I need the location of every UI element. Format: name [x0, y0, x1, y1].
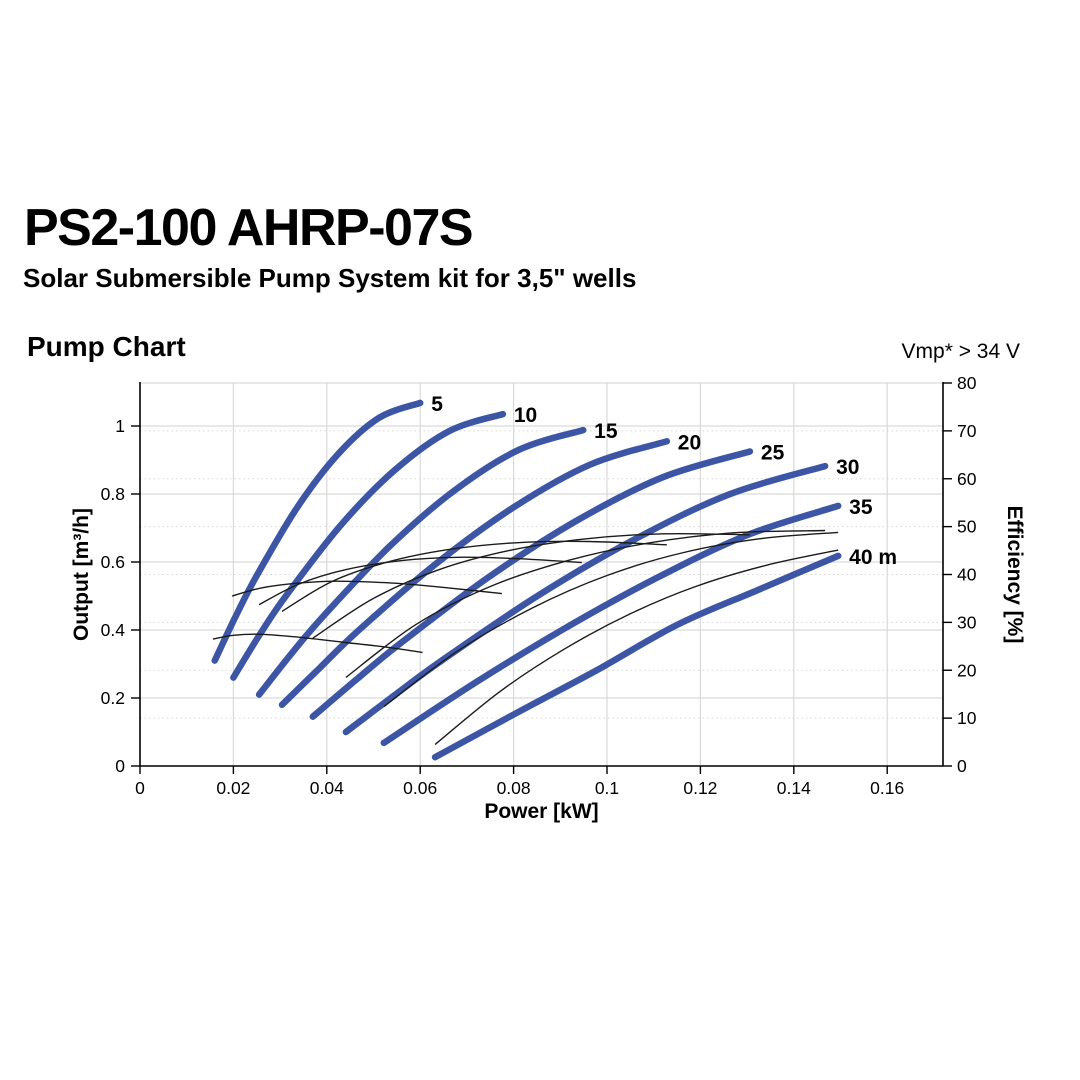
y-right-tick-label: 20	[957, 660, 977, 680]
pump-curve-30m	[342, 462, 829, 736]
y-right-tick-label: 40	[957, 565, 977, 585]
pump-curve-5m	[211, 399, 424, 664]
efficiency-curve-40m	[434, 549, 839, 746]
y-right-tick-label: 50	[957, 517, 977, 537]
y-right-tick-label: 80	[957, 373, 977, 393]
y-right-tick-label: 30	[957, 612, 977, 632]
y-left-tick-label: 0.4	[101, 620, 126, 640]
y-right-tick-label: 10	[957, 708, 977, 728]
curve-label-40m: 40 m	[849, 546, 897, 569]
curve-label-10m: 10	[514, 404, 537, 427]
y-axis-title-left: Output [m³/h]	[70, 508, 93, 641]
efficiency-curve-30m	[345, 529, 826, 678]
product-title: PS2-100 AHRP-07S	[24, 199, 474, 257]
x-tick-label: 0.06	[403, 778, 437, 798]
efficiency-curve-20m	[281, 540, 667, 612]
x-tick-label: 0.02	[216, 778, 250, 798]
product-subtitle: Solar Submersible Pump System kit for 3,…	[23, 263, 637, 293]
y-left-tick-label: 1	[115, 416, 125, 436]
efficiency-curve-10m	[231, 580, 502, 597]
x-tick-label: 0.08	[497, 778, 531, 798]
curve-label-5m: 5	[431, 393, 443, 416]
y-right-tick-label: 70	[957, 421, 977, 441]
x-tick-label: 0.16	[870, 778, 904, 798]
y-right-tick-label: 60	[957, 469, 977, 489]
y-left-tick-label: 0	[115, 756, 125, 776]
curve-label-30m: 30	[836, 456, 859, 479]
curve-label-20m: 20	[678, 431, 701, 454]
pump-curve-40m	[431, 552, 842, 761]
y-left-tick-label: 0.2	[101, 688, 125, 708]
x-tick-label: 0.12	[683, 778, 717, 798]
x-tick-label: 0.1	[595, 778, 619, 798]
efficiency-curve-15m	[258, 556, 582, 606]
y-left-tick-label: 0.6	[101, 552, 125, 572]
x-tick-label: 0.14	[777, 778, 811, 798]
efficiency-curve-5m	[212, 633, 423, 654]
efficiency-curve-35m	[383, 531, 839, 708]
y-left-tick-label: 0.8	[101, 484, 125, 504]
vmp-annotation: Vmp* > 34 V	[901, 340, 1020, 363]
y-right-tick-label: 0	[957, 756, 967, 776]
x-tick-label: 0.04	[310, 778, 344, 798]
pump-curve-10m	[230, 410, 507, 681]
pump-curve-25m	[309, 448, 754, 720]
x-tick-label: 0	[135, 778, 145, 798]
chart-heading: Pump Chart	[27, 331, 186, 362]
pump-curve-15m	[255, 426, 587, 698]
curve-label-25m: 25	[761, 442, 785, 465]
curve-label-15m: 15	[594, 420, 618, 443]
x-axis-title: Power [kW]	[484, 800, 598, 823]
y-axis-title-right: Efficiency [%]	[1003, 506, 1026, 644]
efficiency-curve-25m	[312, 532, 750, 639]
pump-curve-35m	[380, 502, 842, 747]
pump-curve-20m	[278, 438, 671, 709]
curve-label-35m: 35	[849, 496, 873, 519]
